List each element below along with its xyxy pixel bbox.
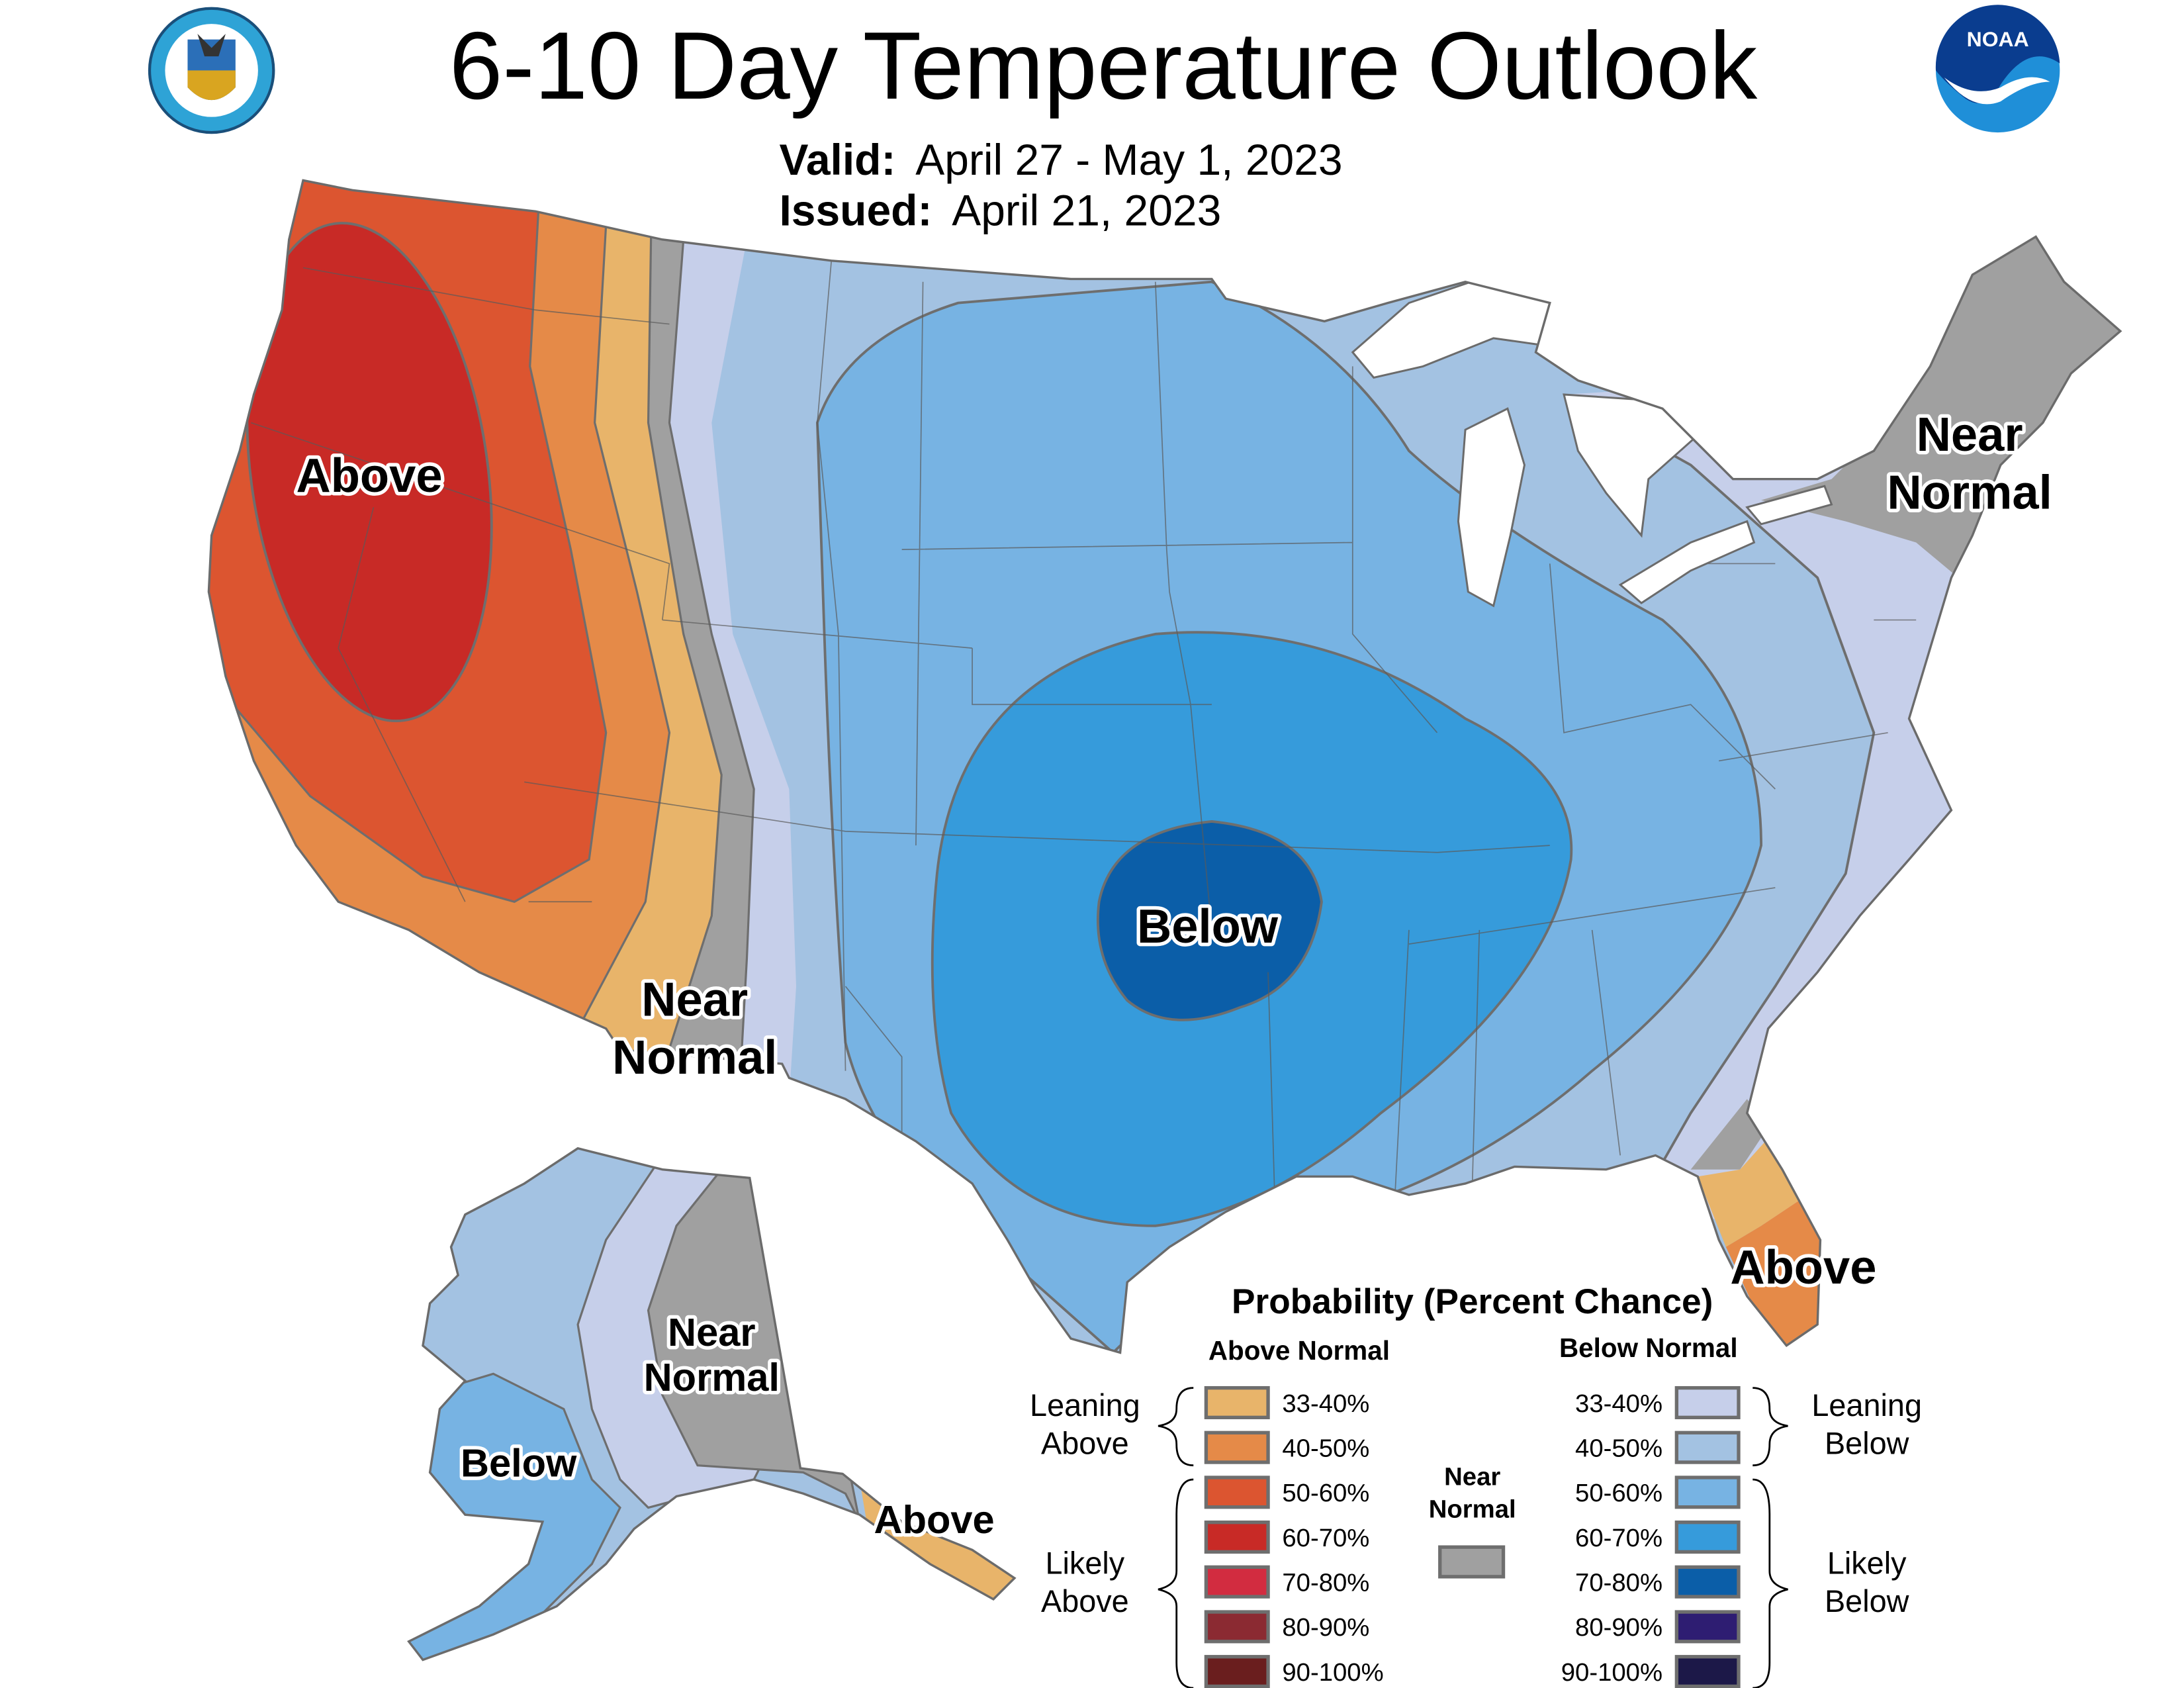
above-swatch — [1204, 1430, 1270, 1464]
label-alaska-near-1: Near — [668, 1310, 755, 1354]
zone-near-normal-northeast — [1761, 225, 2120, 578]
alaska-map — [408, 1148, 1015, 1660]
label-west-near-1: Near — [641, 973, 748, 1027]
label-central-below: Below — [1137, 900, 1279, 953]
below-swatch-label: 60-70% — [1575, 1524, 1662, 1552]
below-swatch — [1674, 1521, 1741, 1554]
below-swatch — [1674, 1385, 1741, 1419]
zone-below-70-80 — [1096, 820, 1323, 1021]
above-swatch-label: 60-70% — [1282, 1524, 1369, 1552]
likely-below-2: Below — [1825, 1584, 1909, 1618]
above-swatch — [1204, 1476, 1270, 1509]
below-swatch — [1674, 1655, 1741, 1688]
page-title: 6-10 Day Temperature Outlook — [449, 12, 1758, 119]
below-swatch-label: 80-90% — [1575, 1613, 1662, 1642]
doc-seal-logo — [148, 7, 275, 134]
svg-text:NOAA: NOAA — [1967, 27, 2029, 51]
above-swatch — [1204, 1565, 1270, 1599]
valid-dates: Valid: April 27 - May 1, 2023 — [779, 135, 1342, 184]
above-swatch — [1204, 1521, 1270, 1554]
below-swatch-label: 33-40% — [1575, 1389, 1662, 1418]
zone-above-60-70-west — [246, 222, 493, 722]
legend-braces — [1158, 1387, 1788, 1688]
below-swatch-label: 50-60% — [1575, 1479, 1662, 1507]
below-swatch — [1674, 1430, 1741, 1464]
above-swatch-label: 40-50% — [1282, 1434, 1369, 1462]
noaa-logo: NOAA — [1935, 5, 2060, 133]
near-normal-swatch — [1438, 1545, 1506, 1579]
legend-below-header: Below Normal — [1559, 1333, 1738, 1363]
legend-below-swatches: 33-40% 40-50% 50-60% 60-70% 70-80% 80-90% 90-1… — [1561, 1385, 1741, 1688]
above-swatch-label: 80-90% — [1282, 1613, 1369, 1642]
great-lakes — [1351, 277, 1833, 608]
label-west-above: Above — [296, 449, 442, 502]
near-normal-1: Near — [1444, 1462, 1500, 1491]
label-florida-above: Above — [1730, 1241, 1876, 1294]
label-northeast-near-1: Near — [1917, 408, 2023, 461]
above-swatch — [1204, 1610, 1270, 1644]
leaning-above-2: Above — [1041, 1427, 1129, 1461]
label-alaska-below: Below — [461, 1441, 577, 1485]
label-alaska-near-2: Normal — [644, 1355, 780, 1399]
map-labels: Above Near Normal Below Near Normal Abov… — [293, 404, 2056, 1545]
above-swatch-label: 33-40% — [1282, 1389, 1369, 1418]
near-normal-2: Normal — [1429, 1495, 1516, 1523]
issued-date: Issued: April 21, 2023 — [779, 186, 1221, 235]
likely-above-1: Likely — [1046, 1546, 1125, 1581]
legend-above-header: Above Normal — [1208, 1335, 1390, 1366]
legend: Probability (Percent Chance) Above Norma… — [1030, 1282, 1922, 1688]
label-alaska-above: Above — [874, 1497, 995, 1542]
below-swatch-label: 70-80% — [1575, 1569, 1662, 1597]
legend-above-swatches: 33-40% 40-50% 50-60% 60-70% 70-80% 80-90% 90-1… — [1204, 1385, 1384, 1688]
below-swatch — [1674, 1610, 1741, 1644]
likely-above-2: Above — [1041, 1584, 1129, 1618]
above-swatch — [1204, 1385, 1270, 1419]
leaning-below-1: Leaning — [1811, 1388, 1922, 1423]
leaning-above-1: Leaning — [1030, 1388, 1140, 1423]
likely-below-1: Likely — [1827, 1546, 1907, 1581]
below-swatch-label: 90-100% — [1561, 1658, 1662, 1687]
above-swatch-label: 90-100% — [1282, 1658, 1383, 1687]
below-swatch-label: 40-50% — [1575, 1434, 1662, 1462]
zone-above-40-50-florida — [1725, 1197, 1832, 1353]
above-swatch-label: 50-60% — [1282, 1479, 1369, 1507]
label-west-near-2: Normal — [612, 1031, 777, 1084]
leaning-below-2: Below — [1825, 1427, 1909, 1461]
below-swatch — [1674, 1476, 1741, 1509]
above-swatch — [1204, 1655, 1270, 1688]
legend-title: Probability (Percent Chance) — [1232, 1282, 1713, 1321]
state-borders — [250, 260, 1917, 1212]
below-swatch — [1674, 1565, 1741, 1599]
above-swatch-label: 70-80% — [1282, 1569, 1369, 1597]
label-northeast-near-2: Normal — [1887, 465, 2052, 519]
